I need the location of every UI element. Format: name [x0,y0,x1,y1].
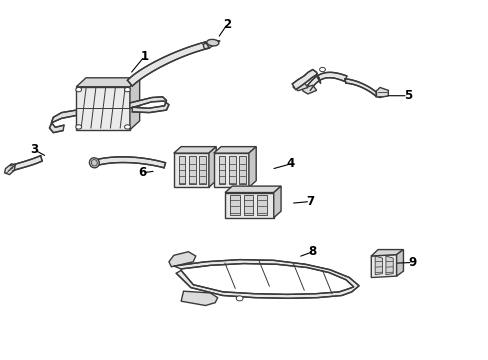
Polygon shape [224,186,281,193]
Polygon shape [218,156,225,184]
Polygon shape [396,249,403,276]
Polygon shape [239,156,245,184]
Polygon shape [178,156,185,184]
Polygon shape [243,195,253,215]
Polygon shape [224,193,273,218]
Ellipse shape [206,39,219,46]
Polygon shape [213,147,256,153]
Polygon shape [375,87,387,98]
Polygon shape [181,291,217,306]
Polygon shape [273,186,281,218]
Polygon shape [257,195,266,215]
Polygon shape [344,79,375,96]
Polygon shape [385,256,392,275]
Ellipse shape [91,159,97,166]
Polygon shape [76,87,130,130]
Polygon shape [130,97,168,113]
Polygon shape [370,249,403,256]
Polygon shape [374,256,382,275]
Polygon shape [173,260,358,298]
Text: 7: 7 [305,195,314,208]
Polygon shape [4,164,15,175]
Circle shape [124,125,130,129]
Polygon shape [208,147,216,187]
Polygon shape [76,78,140,87]
Text: 4: 4 [286,157,294,170]
Polygon shape [228,156,235,184]
Polygon shape [292,69,320,90]
Circle shape [236,296,243,301]
Polygon shape [199,156,205,184]
Polygon shape [188,156,195,184]
Polygon shape [293,82,307,91]
Polygon shape [302,85,316,94]
Polygon shape [307,72,346,90]
Polygon shape [248,147,256,187]
Text: 1: 1 [140,50,148,63]
Circle shape [76,125,81,129]
Polygon shape [10,156,42,171]
Polygon shape [98,157,165,168]
Polygon shape [229,195,239,215]
Text: 2: 2 [223,18,231,31]
Text: 5: 5 [403,89,411,102]
Text: 8: 8 [308,245,316,258]
Text: 9: 9 [408,256,416,269]
Polygon shape [127,42,209,86]
Polygon shape [130,78,140,130]
Circle shape [76,87,81,92]
Polygon shape [370,255,396,278]
Text: 3: 3 [30,143,38,156]
Ellipse shape [89,158,99,168]
Circle shape [319,67,325,72]
Polygon shape [213,153,248,187]
Polygon shape [49,110,76,133]
Circle shape [124,87,130,92]
Text: 6: 6 [138,166,146,179]
Polygon shape [173,153,208,187]
Polygon shape [168,252,195,267]
Polygon shape [173,147,216,153]
Polygon shape [203,40,220,49]
